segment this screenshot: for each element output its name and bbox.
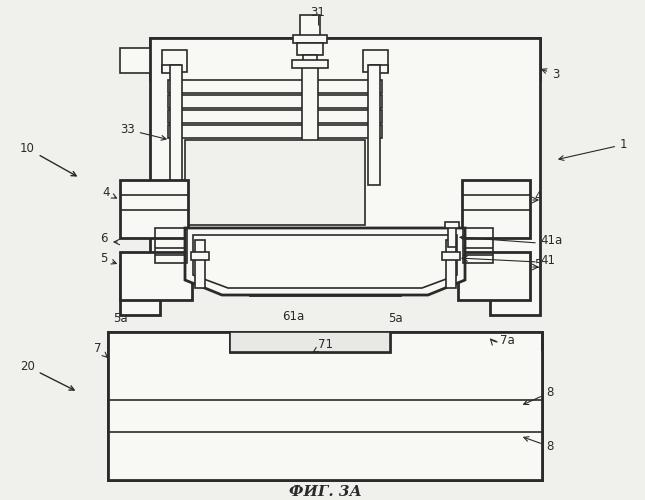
Bar (303, 55, 317, 65)
Bar (150, 38, 540, 80)
Bar (191, 252, 209, 260)
Bar (368, 65, 380, 185)
Text: ФИГ. 3А: ФИГ. 3А (288, 485, 361, 499)
Bar (120, 180, 188, 238)
Bar (168, 80, 382, 93)
Text: 8: 8 (524, 436, 553, 453)
Bar (195, 240, 205, 288)
Bar (293, 35, 327, 43)
Text: 33: 33 (120, 123, 166, 140)
Text: 5a: 5a (113, 312, 128, 324)
Bar (463, 228, 493, 263)
Bar (302, 65, 318, 180)
Bar (155, 228, 187, 263)
Bar (445, 222, 459, 228)
Bar (458, 252, 530, 300)
Text: 1: 1 (559, 138, 628, 160)
Bar (363, 50, 388, 72)
Bar (168, 125, 382, 138)
Text: 4: 4 (534, 190, 542, 202)
Bar (120, 252, 192, 300)
Bar (162, 65, 180, 73)
Bar (168, 110, 382, 123)
Bar (370, 65, 388, 73)
Bar (448, 225, 456, 247)
Text: 41: 41 (540, 254, 555, 266)
Text: 20: 20 (20, 360, 74, 390)
Bar (462, 180, 530, 238)
Text: 5a: 5a (388, 312, 402, 324)
Text: 5: 5 (100, 252, 116, 265)
Text: 41a: 41a (540, 234, 562, 246)
Bar (108, 332, 542, 480)
Bar (446, 240, 456, 288)
Polygon shape (108, 332, 542, 480)
Bar (120, 48, 155, 73)
Bar (168, 95, 382, 108)
Polygon shape (230, 332, 390, 352)
Text: 3: 3 (542, 68, 559, 81)
Bar (442, 252, 460, 260)
Text: 10: 10 (20, 142, 76, 176)
Polygon shape (185, 228, 465, 295)
Text: 5: 5 (534, 258, 541, 270)
Text: 71: 71 (313, 338, 333, 352)
Bar (185, 140, 365, 225)
Bar (300, 15, 320, 43)
Bar (162, 50, 187, 72)
Text: 31: 31 (310, 6, 326, 18)
Bar (170, 65, 182, 205)
Text: 6: 6 (100, 232, 108, 244)
Bar (292, 60, 328, 68)
Text: 61a: 61a (282, 310, 304, 322)
Text: 4: 4 (102, 186, 117, 199)
Text: 7a: 7a (500, 334, 515, 346)
Text: 8: 8 (524, 386, 553, 404)
Polygon shape (120, 38, 540, 315)
Text: 7: 7 (94, 342, 107, 357)
Bar (297, 43, 323, 55)
